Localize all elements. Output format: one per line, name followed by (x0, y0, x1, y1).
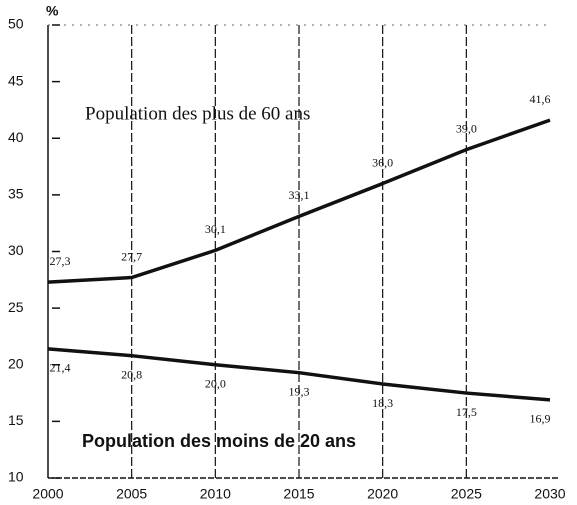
data-label: 20,0 (205, 377, 226, 391)
x-tick-label: 2010 (200, 486, 231, 502)
y-tick-label: 10 (8, 469, 24, 485)
y-tick-label: 45 (8, 72, 24, 88)
data-label: 20,8 (121, 367, 142, 381)
data-label: 36,0 (372, 155, 393, 169)
y-tick-label: 40 (8, 129, 24, 145)
y-tick-label: 35 (8, 186, 24, 202)
y-axis-label: % (46, 3, 59, 19)
y-tick-label: 30 (8, 242, 24, 258)
y-tick-label: 25 (8, 299, 24, 315)
data-label: 27,3 (50, 254, 71, 268)
series-line (47, 118, 551, 284)
data-label: 18,3 (372, 396, 393, 410)
series-name: Population des plus de 60 ans (85, 103, 310, 124)
x-tick-label: 2025 (451, 486, 482, 502)
x-tick-label: 2020 (367, 486, 398, 502)
x-tick-label: 2030 (534, 486, 565, 502)
series-line (47, 347, 551, 402)
y-tick-label: 50 (8, 16, 24, 32)
x-tick-label: 2000 (32, 486, 63, 502)
data-label: 33,1 (289, 188, 310, 202)
y-tick-label: 20 (8, 355, 24, 371)
x-tick-label: 2005 (116, 486, 147, 502)
x-tick-label: 2015 (283, 486, 314, 502)
data-label: 30,1 (205, 222, 226, 236)
data-label: 39,0 (456, 121, 477, 135)
data-label: 19,3 (289, 384, 310, 398)
data-label: 16,9 (530, 412, 551, 426)
data-label: 17,5 (456, 405, 477, 419)
data-label: 21,4 (50, 361, 71, 375)
y-tick-label: 15 (8, 412, 24, 428)
series-name: Population des moins de 20 ans (82, 431, 356, 451)
data-label: 27,7 (121, 249, 142, 263)
data-label: 41,6 (530, 92, 551, 106)
